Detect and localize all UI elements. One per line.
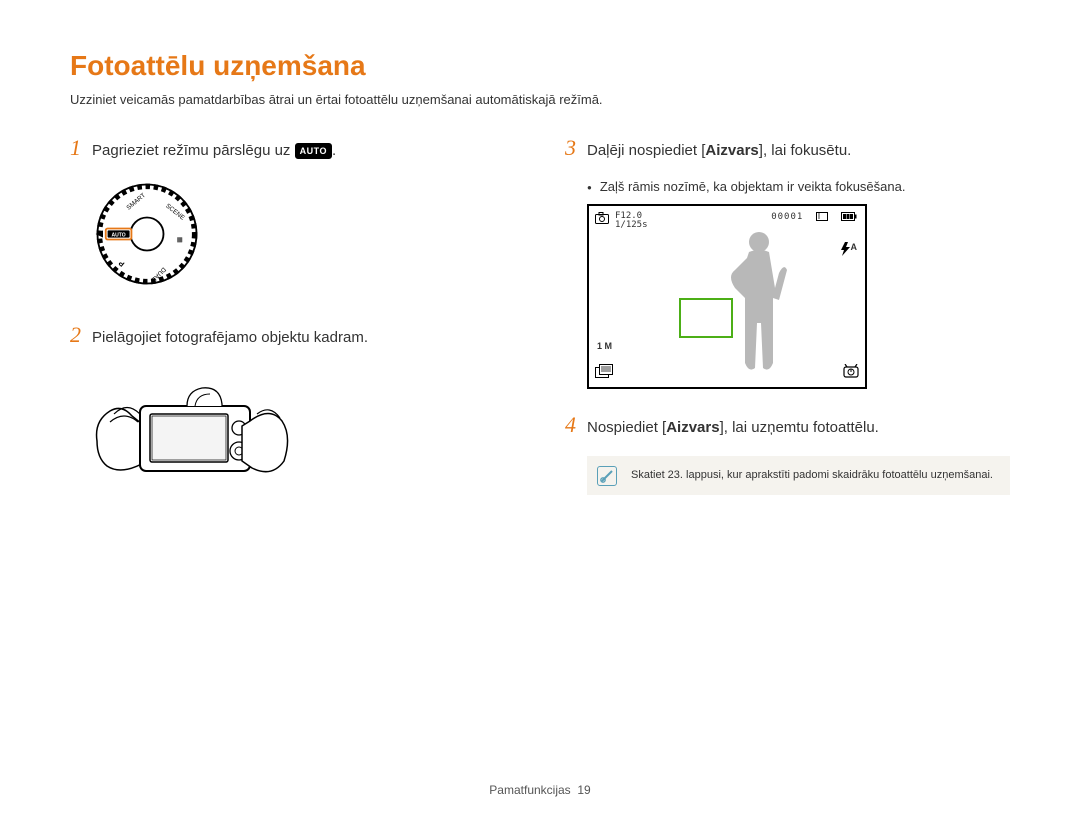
mode-dial-svg: AUTO SMART SCENE ▦ DUAL P: [92, 179, 202, 289]
step-3-text: Daļēji nospiediet [Aizvars], lai fokusēt…: [587, 137, 851, 161]
timer-icon: [843, 364, 859, 381]
step-3: 3 Daļēji nospiediet [Aizvars], lai fokus…: [565, 137, 1010, 161]
step-number: 3: [565, 137, 587, 159]
step-1-text: Pagrieziet režīmu pārslēgu uz AUTO.: [92, 137, 336, 161]
step-number: 4: [565, 414, 587, 436]
image-size-icon: 1 M: [597, 341, 612, 351]
frame-counter-row: 00001: [771, 212, 857, 222]
left-column: 1 Pagrieziet režīmu pārslēgu uz AUTO. AU…: [70, 137, 515, 501]
step-4-text: Nospiediet [Aizvars], lai uzņemtu fotoat…: [587, 414, 879, 438]
svg-text:AUTO: AUTO: [111, 232, 125, 238]
step-2: 2 Pielāgojiet fotografējamo objektu kadr…: [70, 324, 515, 348]
step-number: 2: [70, 324, 92, 346]
tip-note: Skatiet 23. lappusi, kur aprakstīti pado…: [587, 456, 1010, 495]
step-1: 1 Pagrieziet režīmu pārslēgu uz AUTO.: [70, 137, 515, 161]
person-silhouette: [729, 228, 789, 373]
focus-rectangle: [679, 298, 733, 338]
card-icon: [816, 212, 828, 221]
page-footer: Pamatfunkcijas 19: [0, 783, 1080, 797]
multishot-icon: [595, 364, 613, 381]
note-text: Skatiet 23. lappusi, kur aprakstīti pado…: [631, 469, 993, 481]
lcd-preview: F12.0 1/125s 00001 A: [587, 204, 1010, 389]
right-column: 3 Daļēji nospiediet [Aizvars], lai fokus…: [565, 137, 1010, 501]
page-content: Fotoattēlu uzņemšana Uzziniet veicamās p…: [0, 0, 1080, 531]
camera-hold-svg: [92, 366, 292, 496]
step-3-bullet: Zaļš rāmis nozīmē, ka objektam ir veikta…: [587, 179, 1010, 194]
flash-auto-icon: A: [841, 242, 858, 256]
battery-icon: [841, 212, 857, 221]
auto-mode-badge: AUTO: [295, 143, 332, 160]
page-subtitle: Uzziniet veicamās pamatdarbības ātrai un…: [70, 92, 1010, 107]
page-title: Fotoattēlu uzņemšana: [70, 50, 1010, 82]
camera-icon: [595, 212, 609, 227]
step-number: 1: [70, 137, 92, 159]
camera-hold-illustration: [92, 366, 515, 501]
mode-dial-illustration: AUTO SMART SCENE ▦ DUAL P: [92, 179, 515, 294]
note-icon: [597, 466, 617, 486]
step-4: 4 Nospiediet [Aizvars], lai uzņemtu foto…: [565, 414, 1010, 438]
lcd-frame: F12.0 1/125s 00001 A: [587, 204, 867, 389]
step-2-text: Pielāgojiet fotografējamo objektu kadram…: [92, 324, 368, 348]
exposure-readout: F12.0 1/125s: [615, 212, 648, 231]
svg-text:▦: ▦: [176, 237, 183, 243]
two-column-layout: 1 Pagrieziet režīmu pārslēgu uz AUTO. AU…: [70, 137, 1010, 501]
